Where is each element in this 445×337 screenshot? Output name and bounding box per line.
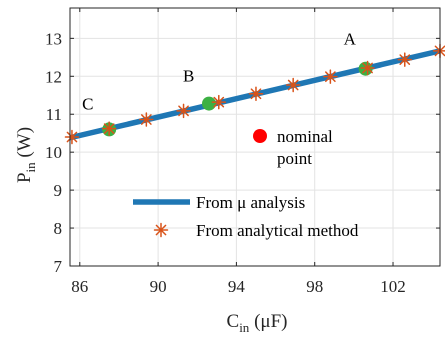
y-axis-label-main: P	[14, 172, 35, 183]
legend: From μ analysis From analytical method	[133, 193, 359, 240]
analytical-star-marker	[65, 131, 78, 144]
analytical-star-marker	[140, 113, 153, 126]
x-axis-label: Cin (μF)	[227, 311, 288, 335]
point-c-label: C	[82, 94, 93, 113]
y-tick-label: 9	[54, 181, 63, 200]
x-axis-label-main: C	[227, 311, 240, 332]
y-axis-label-sub: in	[23, 162, 38, 173]
nominal-point-marker	[253, 129, 267, 143]
y-tick-label: 12	[45, 67, 62, 86]
x-tick-label: 94	[228, 277, 246, 296]
x-axis-label-unit: (μF)	[249, 311, 287, 332]
legend-mu-label: From μ analysis	[196, 193, 305, 212]
analytical-star-marker	[398, 53, 411, 66]
data-layer	[65, 44, 445, 143]
y-tick-label: 8	[54, 219, 63, 238]
point-a-marker	[359, 62, 373, 76]
point-b-marker	[202, 97, 216, 111]
analytical-star-marker	[324, 70, 337, 83]
y-tick-label: 10	[45, 143, 62, 162]
x-tick-label: 86	[71, 277, 88, 296]
y-tick-label: 13	[45, 29, 62, 48]
analytical-star-marker	[287, 79, 300, 92]
nominal-point-label-line1: nominal	[277, 127, 333, 146]
legend-star-swatch	[155, 224, 168, 237]
y-axis-label-unit: (W)	[14, 127, 35, 162]
point-b-label: B	[183, 67, 194, 86]
analytical-star-marker	[249, 87, 262, 100]
y-axis-label: Pin (W)	[14, 127, 38, 183]
x-tick-label: 90	[150, 277, 167, 296]
x-tick-label: 102	[380, 277, 406, 296]
analytical-star-marker	[212, 96, 225, 109]
analytical-star-marker	[434, 44, 445, 57]
nominal-point-label-line2: point	[277, 149, 312, 168]
analytical-star-marker	[177, 104, 190, 117]
point-a-label: A	[344, 30, 357, 49]
x-tick-label: 98	[306, 277, 323, 296]
y-tick-label: 7	[54, 257, 63, 276]
legend-analytical-label: From analytical method	[196, 221, 359, 240]
analytical-star-marker	[361, 61, 374, 74]
y-tick-label: 11	[46, 105, 62, 124]
analytical-star-marker	[103, 122, 116, 135]
x-axis-label-sub: in	[239, 320, 250, 335]
